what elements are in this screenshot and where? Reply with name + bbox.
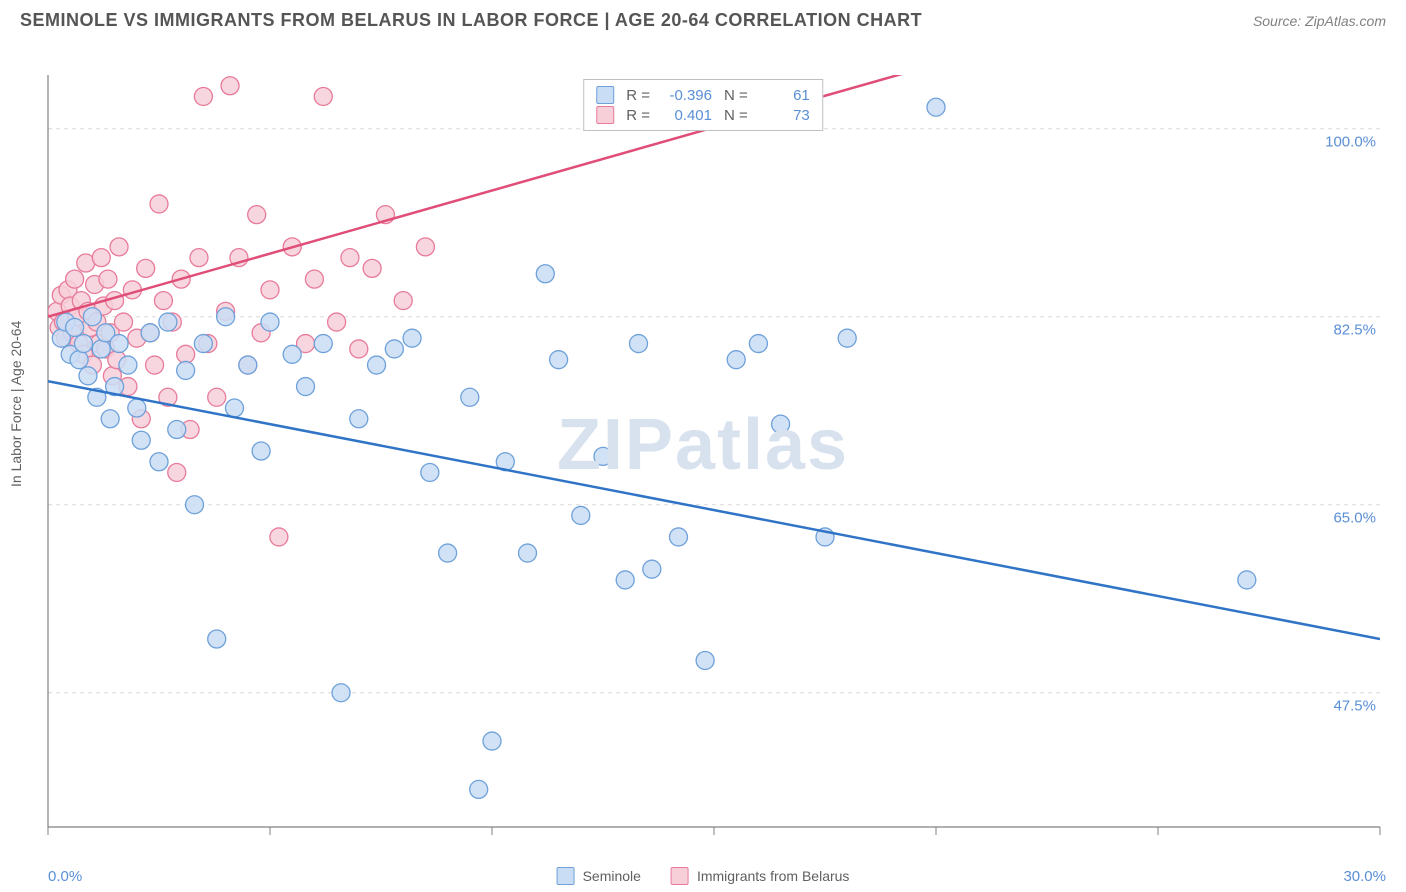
chart-title: SEMINOLE VS IMMIGRANTS FROM BELARUS IN L… bbox=[20, 10, 922, 31]
swatch-seminole bbox=[557, 867, 575, 885]
svg-text:65.0%: 65.0% bbox=[1333, 510, 1376, 527]
stat-row: R = -0.396 N = 61 bbox=[596, 86, 810, 104]
stat-row: R = 0.401 N = 73 bbox=[596, 106, 810, 124]
correlation-stat-box: R = -0.396 N = 61 R = 0.401 N = 73 bbox=[583, 79, 823, 131]
legend-item: Seminole bbox=[557, 867, 641, 885]
swatch-seminole bbox=[596, 86, 614, 104]
legend-item: Immigrants from Belarus bbox=[671, 867, 849, 885]
series-legend: Seminole Immigrants from Belarus bbox=[557, 867, 850, 885]
svg-text:47.5%: 47.5% bbox=[1333, 698, 1376, 715]
svg-text:82.5%: 82.5% bbox=[1333, 322, 1376, 339]
x-axis-max-label: 30.0% bbox=[1343, 868, 1386, 885]
swatch-belarus bbox=[596, 106, 614, 124]
chart-container: ZIPatlas 47.5%65.0%82.5%100.0% In Labor … bbox=[0, 37, 1406, 887]
chart-header: SEMINOLE VS IMMIGRANTS FROM BELARUS IN L… bbox=[0, 0, 1406, 37]
scatter-chart: 47.5% 65.0% 82.5% 100.0% bbox=[0, 37, 1406, 887]
x-axis-min-label: 0.0% bbox=[48, 868, 82, 885]
y-axis-label: In Labor Force | Age 20-64 bbox=[8, 321, 24, 487]
chart-source: Source: ZipAtlas.com bbox=[1253, 13, 1386, 29]
swatch-belarus bbox=[671, 867, 689, 885]
svg-text:100.0%: 100.0% bbox=[1325, 134, 1376, 151]
